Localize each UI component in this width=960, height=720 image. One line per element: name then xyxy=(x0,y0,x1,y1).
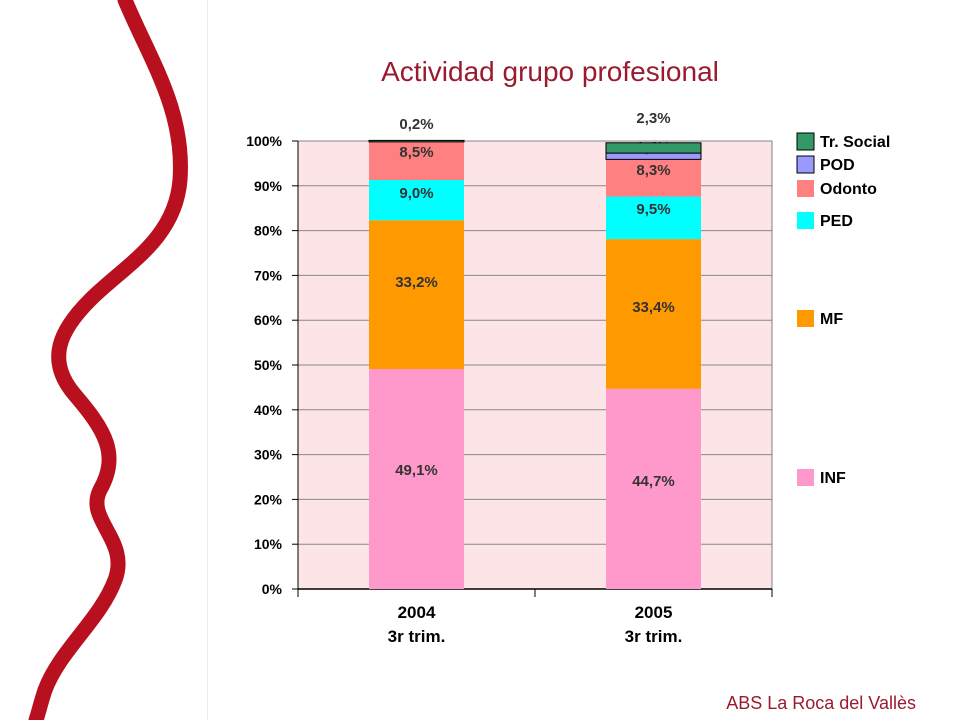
y-tick-label: 90% xyxy=(254,178,283,194)
y-tick-label: 60% xyxy=(254,312,283,328)
data-label: 8,5% xyxy=(399,144,433,161)
bar-ped-0 xyxy=(369,179,464,221)
legend-label: POD xyxy=(820,157,855,174)
data-label: 33,4% xyxy=(632,299,675,316)
decorative-red-line xyxy=(28,0,188,720)
data-label: 2,3% xyxy=(636,110,670,127)
legend-swatch xyxy=(797,212,814,229)
legend-label: INF xyxy=(820,470,846,487)
legend-swatch xyxy=(797,180,814,197)
bar-mf-1 xyxy=(606,239,701,389)
data-label: 44,7% xyxy=(632,473,675,490)
legend-label: MF xyxy=(820,311,843,328)
slide-title: Actividad grupo profesional xyxy=(381,56,719,87)
legend-swatch xyxy=(796,155,815,174)
bar-inf-0 xyxy=(369,369,464,589)
bar-tr-social-0 xyxy=(368,139,465,143)
x-tick-label: 2004 xyxy=(398,603,436,622)
legend-swatch xyxy=(797,469,814,486)
y-tick-label: 0% xyxy=(262,581,283,597)
y-tick-label: 100% xyxy=(246,133,282,149)
x-tick-label: 2005 xyxy=(635,603,673,622)
x-tick-label: 3r trim. xyxy=(388,627,446,646)
bar-tr-social-1 xyxy=(605,142,702,154)
legend-swatch xyxy=(796,132,815,151)
bar-odonto-0 xyxy=(369,141,464,180)
legend-label: Odonto xyxy=(820,181,877,198)
data-label: 33,2% xyxy=(395,274,438,291)
footer-text: ABS La Roca del Vallès xyxy=(726,693,916,713)
legend-label: Tr. Social xyxy=(820,134,890,151)
x-tick-label: 3r trim. xyxy=(625,627,683,646)
y-tick-label: 10% xyxy=(254,536,283,552)
data-label: 49,1% xyxy=(395,462,438,479)
y-tick-label: 50% xyxy=(254,357,283,373)
y-tick-label: 20% xyxy=(254,491,283,507)
data-label: 9,5% xyxy=(636,201,670,218)
data-label: 0,2% xyxy=(399,116,433,133)
bar-ped-1 xyxy=(606,196,701,240)
data-label: 9,0% xyxy=(399,185,433,202)
data-label: 8,3% xyxy=(636,162,670,179)
y-tick-label: 40% xyxy=(254,402,283,418)
y-tick-label: 80% xyxy=(254,223,283,239)
bar-mf-0 xyxy=(369,220,464,370)
bar-inf-1 xyxy=(606,388,701,589)
legend-label: PED xyxy=(820,213,853,230)
bar-odonto-1 xyxy=(606,159,701,197)
divider-line xyxy=(207,0,208,720)
y-tick-label: 30% xyxy=(254,447,283,463)
legend-swatch xyxy=(797,310,814,327)
y-tick-label: 70% xyxy=(254,267,283,283)
